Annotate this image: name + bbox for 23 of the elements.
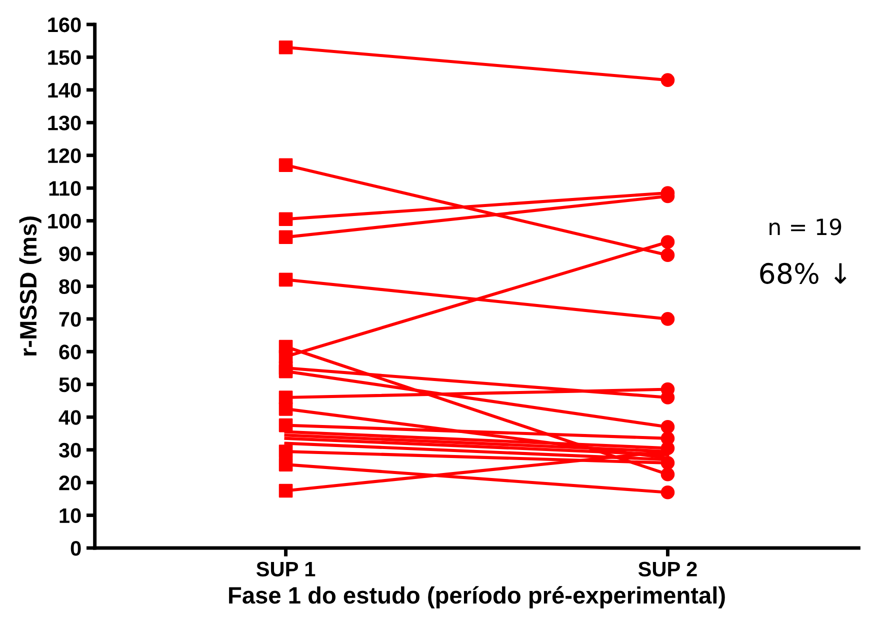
- annotation: n = 19: [770, 218, 842, 236]
- y-tick-label: 140: [48, 82, 81, 98]
- y-tick-label: 80: [59, 279, 81, 294]
- x-tick-label: SUP 1: [256, 562, 316, 576]
- y-tick-label: 20: [59, 476, 81, 490]
- x-tick-label: SUP 2: [638, 562, 697, 576]
- y-tick-label: 160: [48, 17, 81, 32]
- y-tick-label: 120: [48, 148, 81, 164]
- y-tick-label: 0: [70, 541, 81, 556]
- y-tick-label: 30: [58, 442, 81, 458]
- annotation: 68% ↓: [760, 262, 846, 284]
- y-tick-label: 150: [48, 50, 81, 65]
- y-tick-label: 40: [58, 410, 81, 425]
- y-tick-label: 110: [49, 181, 81, 196]
- y-tick-label: 50: [59, 377, 81, 392]
- x-axis-title: Fase 1 do estudo (período pré-experimental): [229, 586, 725, 608]
- y-tick-label: 10: [60, 508, 81, 524]
- y-tick-label: 90: [59, 246, 81, 262]
- y-axis-title: r-MSSD (ms): [19, 216, 42, 356]
- y-tick-label: 60: [59, 344, 81, 360]
- y-tick-label: 130: [48, 116, 81, 130]
- y-tick-label: 70: [59, 312, 81, 327]
- y-tick-label: 100: [48, 214, 81, 229]
